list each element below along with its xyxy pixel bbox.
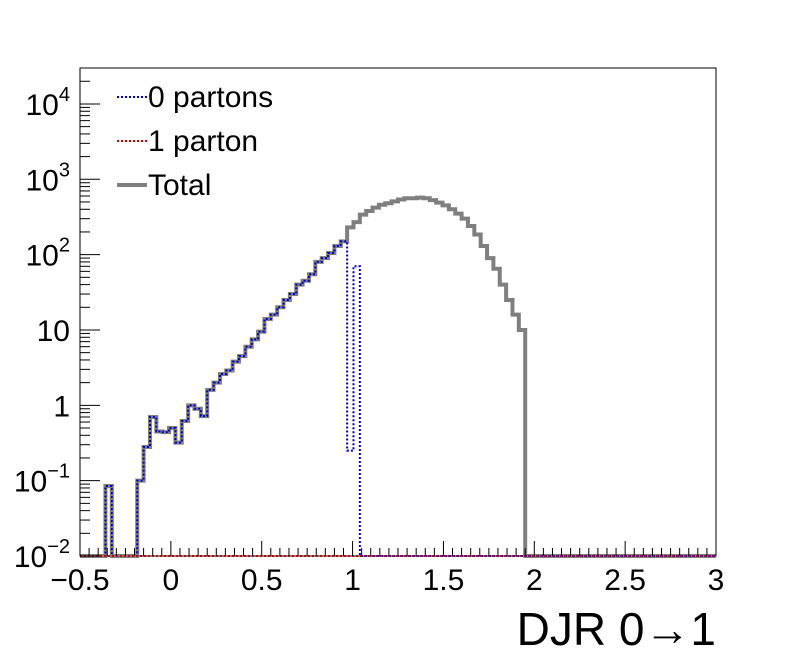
series-0-partons (80, 240, 716, 557)
y-tick-label: 103 (26, 159, 71, 197)
y-tick-label: 10 (37, 315, 70, 348)
x-tick-label: 2 (526, 564, 543, 597)
x-tick-label: 0 (163, 564, 180, 597)
y-tick-label: 102 (26, 235, 71, 273)
x-tick-label: 1.5 (423, 564, 465, 597)
x-tick-label: 3 (708, 564, 725, 597)
y-tick-label: 1 (53, 390, 70, 423)
x-tick-label: 0.5 (241, 564, 283, 597)
x-tick-label: 2.5 (604, 564, 646, 597)
series-layer (80, 195, 716, 558)
y-tick-label: 104 (26, 84, 71, 122)
x-axis: −0.5 0 0.5 1 1.5 2 2.5 3 (50, 541, 724, 597)
legend-label: Total (148, 169, 211, 202)
y-tick-label: 10−2 (14, 536, 70, 574)
legend: 0 partons 1 parton Total (117, 81, 273, 202)
legend-label: 1 parton (148, 125, 258, 158)
x-axis-title: DJR 0→1 (517, 603, 716, 655)
x-tick-label: −0.5 (50, 564, 109, 597)
series-total (80, 195, 716, 558)
legend-label: 0 partons (148, 81, 273, 114)
y-axis: 10−2 10−1 1 10 102 103 104 (14, 67, 100, 574)
x-tick-label: 1 (344, 564, 361, 597)
y-tick-label: 10−1 (14, 461, 70, 499)
